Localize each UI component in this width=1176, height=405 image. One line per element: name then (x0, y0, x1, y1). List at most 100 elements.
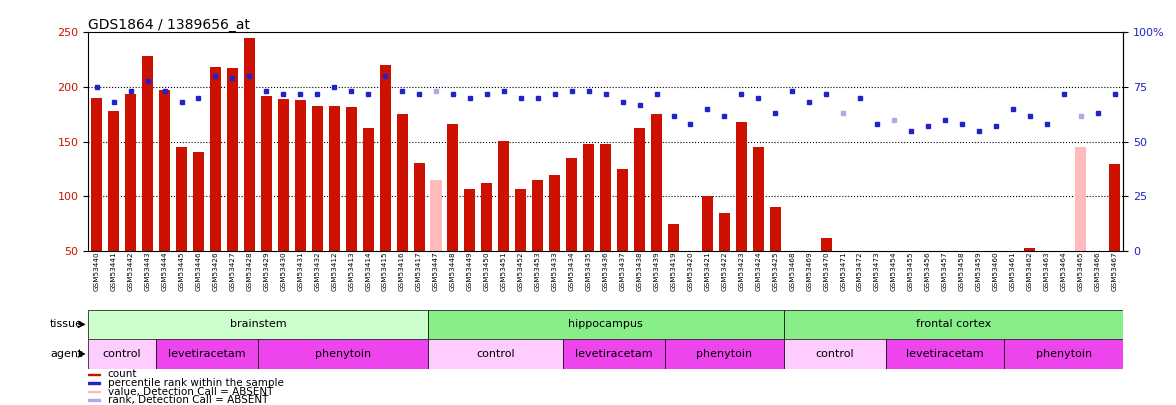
Bar (428, 339, 563, 369)
Text: levetiracetam: levetiracetam (907, 349, 984, 359)
Text: GSM53472: GSM53472 (857, 251, 863, 291)
Bar (684, 251, 696, 277)
Bar (193, 151, 203, 251)
Text: control: control (815, 349, 854, 359)
Bar (1109, 164, 1120, 251)
Text: GSM53428: GSM53428 (246, 251, 253, 291)
Text: GSM53465: GSM53465 (1077, 251, 1083, 291)
Bar (634, 128, 646, 251)
Bar (362, 128, 374, 251)
Bar (108, 111, 119, 251)
Bar (922, 251, 934, 283)
Bar (803, 251, 815, 266)
Text: phenytoin: phenytoin (696, 349, 753, 359)
Bar (783, 339, 886, 369)
Text: GSM53438: GSM53438 (636, 251, 642, 291)
Bar (88, 391, 100, 392)
Text: GSM53451: GSM53451 (501, 251, 507, 291)
Text: GSM53420: GSM53420 (688, 251, 694, 291)
Text: GSM53419: GSM53419 (670, 251, 676, 291)
Text: GSM53457: GSM53457 (942, 251, 948, 291)
Text: GSM53427: GSM53427 (229, 251, 235, 291)
Bar (770, 207, 781, 251)
Text: GSM53463: GSM53463 (1044, 251, 1050, 291)
Bar (481, 183, 493, 251)
Text: GSM53425: GSM53425 (773, 251, 779, 291)
Text: GSM53440: GSM53440 (94, 251, 100, 291)
Text: GSM53473: GSM53473 (874, 251, 880, 291)
Text: GSM53448: GSM53448 (450, 251, 456, 291)
Bar (821, 238, 831, 251)
Bar (261, 96, 272, 251)
Text: GSM53444: GSM53444 (161, 251, 167, 291)
Bar (855, 251, 866, 253)
Text: GSM53435: GSM53435 (586, 251, 592, 291)
Bar (533, 180, 543, 251)
Bar (837, 251, 849, 267)
Bar (295, 100, 306, 251)
Bar (88, 373, 100, 375)
Bar (549, 175, 560, 251)
Text: GSM53434: GSM53434 (569, 251, 575, 291)
Bar (889, 251, 900, 277)
Bar (465, 189, 475, 251)
Text: GSM53458: GSM53458 (958, 251, 965, 291)
Text: GSM53443: GSM53443 (145, 251, 151, 291)
Text: GSM53431: GSM53431 (298, 251, 303, 291)
Text: GSM53416: GSM53416 (399, 251, 405, 291)
Text: count: count (108, 369, 138, 379)
Text: GSM53412: GSM53412 (332, 251, 338, 291)
Bar (428, 310, 783, 339)
Bar (515, 189, 527, 251)
Bar (328, 106, 340, 251)
Bar (430, 180, 441, 251)
Bar (176, 147, 187, 251)
Text: GSM53467: GSM53467 (1111, 251, 1117, 291)
Text: frontal cortex: frontal cortex (916, 320, 991, 329)
Bar (871, 251, 883, 273)
Bar (652, 114, 662, 251)
Text: GSM53447: GSM53447 (433, 251, 439, 291)
Text: phenytoin: phenytoin (315, 349, 370, 359)
Text: GSM53456: GSM53456 (926, 251, 931, 291)
Text: GSM53422: GSM53422 (721, 251, 728, 291)
Bar (92, 98, 102, 251)
Text: GSM53459: GSM53459 (976, 251, 982, 291)
Bar (668, 224, 679, 251)
Text: GSM53426: GSM53426 (213, 251, 219, 291)
Bar (227, 68, 238, 251)
Text: rank, Detection Call = ABSENT: rank, Detection Call = ABSENT (108, 395, 268, 405)
Text: value, Detection Call = ABSENT: value, Detection Call = ABSENT (108, 387, 273, 396)
Text: GSM53433: GSM53433 (552, 251, 557, 291)
Bar (906, 251, 916, 289)
Text: tissue: tissue (49, 320, 82, 329)
Bar (258, 339, 428, 369)
Bar (88, 382, 100, 384)
Bar (990, 251, 1001, 284)
Bar (583, 144, 594, 251)
Bar (1024, 248, 1035, 251)
Bar (243, 38, 255, 251)
Bar (88, 339, 156, 369)
Bar (566, 158, 577, 251)
Bar (736, 122, 747, 251)
Bar (974, 251, 984, 295)
Bar (719, 213, 730, 251)
Text: GSM53471: GSM53471 (840, 251, 847, 291)
Bar (563, 339, 664, 369)
Text: levetiracetam: levetiracetam (575, 349, 653, 359)
Bar (211, 67, 221, 251)
Text: GSM53439: GSM53439 (654, 251, 660, 291)
Text: GSM53470: GSM53470 (823, 251, 829, 291)
Bar (1041, 251, 1053, 279)
Text: agent: agent (49, 349, 82, 359)
Bar (278, 99, 289, 251)
Bar (312, 106, 322, 251)
Text: GSM53413: GSM53413 (348, 251, 354, 291)
Bar (1004, 339, 1123, 369)
Text: GSM53415: GSM53415 (382, 251, 388, 291)
Text: control: control (102, 349, 141, 359)
Bar (346, 107, 356, 251)
Bar (142, 56, 153, 251)
Text: GSM53423: GSM53423 (739, 251, 744, 291)
